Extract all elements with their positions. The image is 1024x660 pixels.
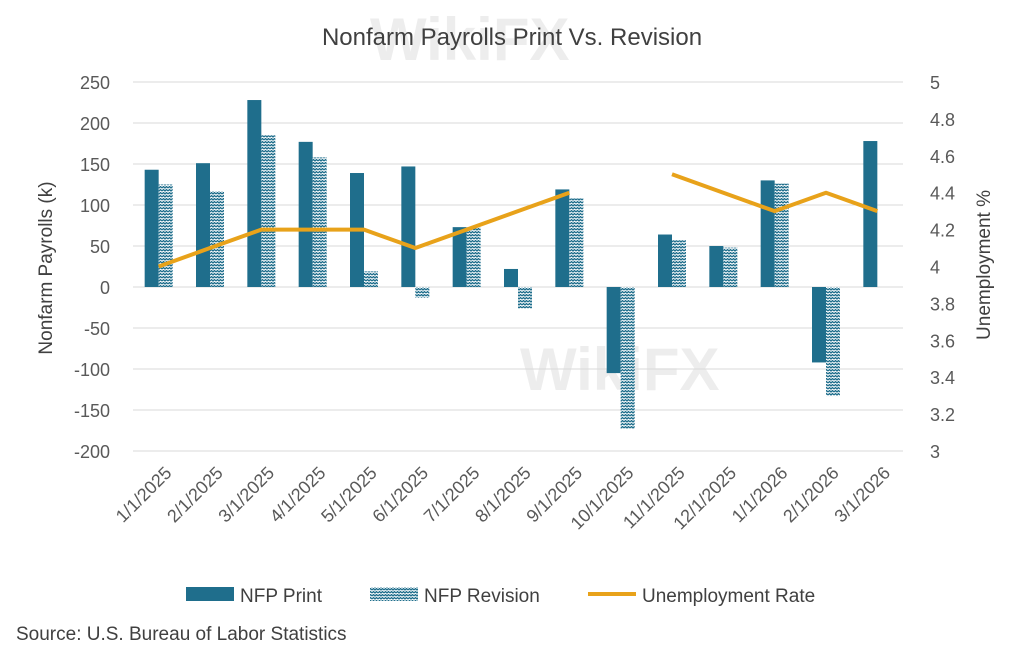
legend-label-nfp-revision: NFP Revision bbox=[424, 586, 540, 607]
y2-tick-label: 3.8 bbox=[930, 294, 955, 314]
y-tick-label: -150 bbox=[74, 401, 110, 421]
bar-nfp-revision bbox=[466, 227, 481, 287]
y-tick-label: 0 bbox=[100, 278, 110, 298]
y2-tick-label: 3.6 bbox=[930, 331, 955, 351]
y-tick-label: 250 bbox=[80, 73, 110, 93]
bar-nfp-print bbox=[401, 166, 416, 287]
bar-nfp-revision bbox=[210, 191, 224, 287]
x-tick-label: 1/1/2025 bbox=[112, 463, 176, 527]
bars-layer bbox=[144, 100, 878, 429]
legend: NFP Print NFP Revision Unemployment Rate bbox=[186, 586, 815, 607]
bar-nfp-revision bbox=[415, 287, 430, 298]
bar-nfp-revision bbox=[312, 157, 327, 287]
source-note: Source: U.S. Bureau of Labor Statistics bbox=[16, 624, 347, 645]
bar-nfp-print bbox=[504, 268, 518, 287]
bar-nfp-revision bbox=[569, 198, 584, 287]
bar-nfp-print bbox=[812, 287, 826, 363]
bar-nfp-print bbox=[247, 100, 262, 287]
x-tick-label: 3/1/2025 bbox=[214, 463, 278, 527]
y-tick-label: -50 bbox=[84, 319, 110, 339]
bar-nfp-revision bbox=[826, 287, 840, 397]
bar-nfp-revision bbox=[261, 135, 276, 287]
y-axis-label: Nonfarm Payrolls (k) bbox=[36, 181, 57, 354]
bar-nfp-revision bbox=[672, 240, 686, 287]
x-tick-label: 2/1/2026 bbox=[779, 463, 843, 527]
bar-nfp-revision bbox=[518, 287, 532, 309]
x-tick-label: 4/1/2025 bbox=[266, 463, 330, 527]
bar-nfp-print bbox=[452, 227, 467, 287]
bar-nfp-print bbox=[144, 169, 159, 287]
line-unemployment-rate bbox=[671, 172, 879, 214]
bar-nfp-print bbox=[196, 163, 210, 287]
y2-tick-label: 4 bbox=[930, 258, 940, 278]
legend-swatch-nfp-revision bbox=[370, 587, 418, 601]
bar-nfp-revision bbox=[774, 183, 789, 287]
y-tick-label: -100 bbox=[74, 360, 110, 380]
bar-nfp-revision bbox=[620, 287, 635, 429]
bar-nfp-print bbox=[760, 180, 775, 287]
x-tick-label: 6/1/2025 bbox=[368, 463, 432, 527]
y2-axis-ticks: 5 4.8 4.6 4.4 4.2 4 3.8 3.6 3.4 3.2 3 bbox=[930, 73, 955, 462]
y2-tick-label: 5 bbox=[930, 73, 940, 93]
y2-tick-label: 4.8 bbox=[930, 110, 955, 130]
bar-nfp-revision bbox=[158, 184, 173, 287]
y2-tick-label: 3 bbox=[930, 442, 940, 462]
bar-nfp-revision bbox=[364, 271, 378, 287]
x-tick-label: 7/1/2025 bbox=[420, 463, 484, 527]
y2-tick-label: 3.4 bbox=[930, 368, 955, 388]
x-tick-label: 8/1/2025 bbox=[471, 463, 535, 527]
bar-nfp-print bbox=[709, 246, 724, 287]
legend-swatch-nfp-print bbox=[186, 587, 234, 601]
x-tick-label: 3/1/2026 bbox=[830, 463, 894, 527]
watermark-text: WikiFX bbox=[370, 6, 569, 73]
bar-nfp-print bbox=[555, 189, 570, 287]
line-layer bbox=[157, 172, 879, 269]
bar-nfp-print bbox=[658, 234, 672, 287]
y-tick-label: 50 bbox=[90, 237, 110, 257]
x-tick-label: 2/1/2025 bbox=[163, 463, 227, 527]
y-tick-label: 150 bbox=[80, 155, 110, 175]
bar-nfp-print bbox=[863, 141, 878, 287]
bar-nfp-print bbox=[606, 287, 621, 374]
x-tick-label: 1/1/2026 bbox=[728, 463, 792, 527]
y2-tick-label: 4.6 bbox=[930, 147, 955, 167]
y2-axis-label: Unemployment % bbox=[974, 190, 995, 340]
y2-tick-label: 4.4 bbox=[930, 184, 955, 204]
bar-nfp-print bbox=[298, 141, 313, 287]
y-tick-label: 200 bbox=[80, 114, 110, 134]
y2-tick-label: 3.2 bbox=[930, 405, 955, 425]
legend-label-nfp-print: NFP Print bbox=[240, 586, 323, 607]
y-axis-ticks: 250 200 150 100 50 0 -50 -100 -150 -200 bbox=[74, 73, 110, 462]
line-unemployment-rate bbox=[157, 190, 571, 269]
x-tick-label: 5/1/2025 bbox=[317, 463, 381, 527]
chart-title: Nonfarm Payrolls Print Vs. Revision bbox=[322, 24, 702, 51]
y2-tick-label: 4.2 bbox=[930, 221, 955, 241]
y-tick-label: 100 bbox=[80, 196, 110, 216]
legend-label-unemployment: Unemployment Rate bbox=[642, 586, 815, 607]
y-tick-label: -200 bbox=[74, 442, 110, 462]
bar-nfp-revision bbox=[723, 247, 738, 287]
x-axis-ticks: 1/1/20252/1/20253/1/20254/1/20255/1/2025… bbox=[112, 463, 894, 534]
